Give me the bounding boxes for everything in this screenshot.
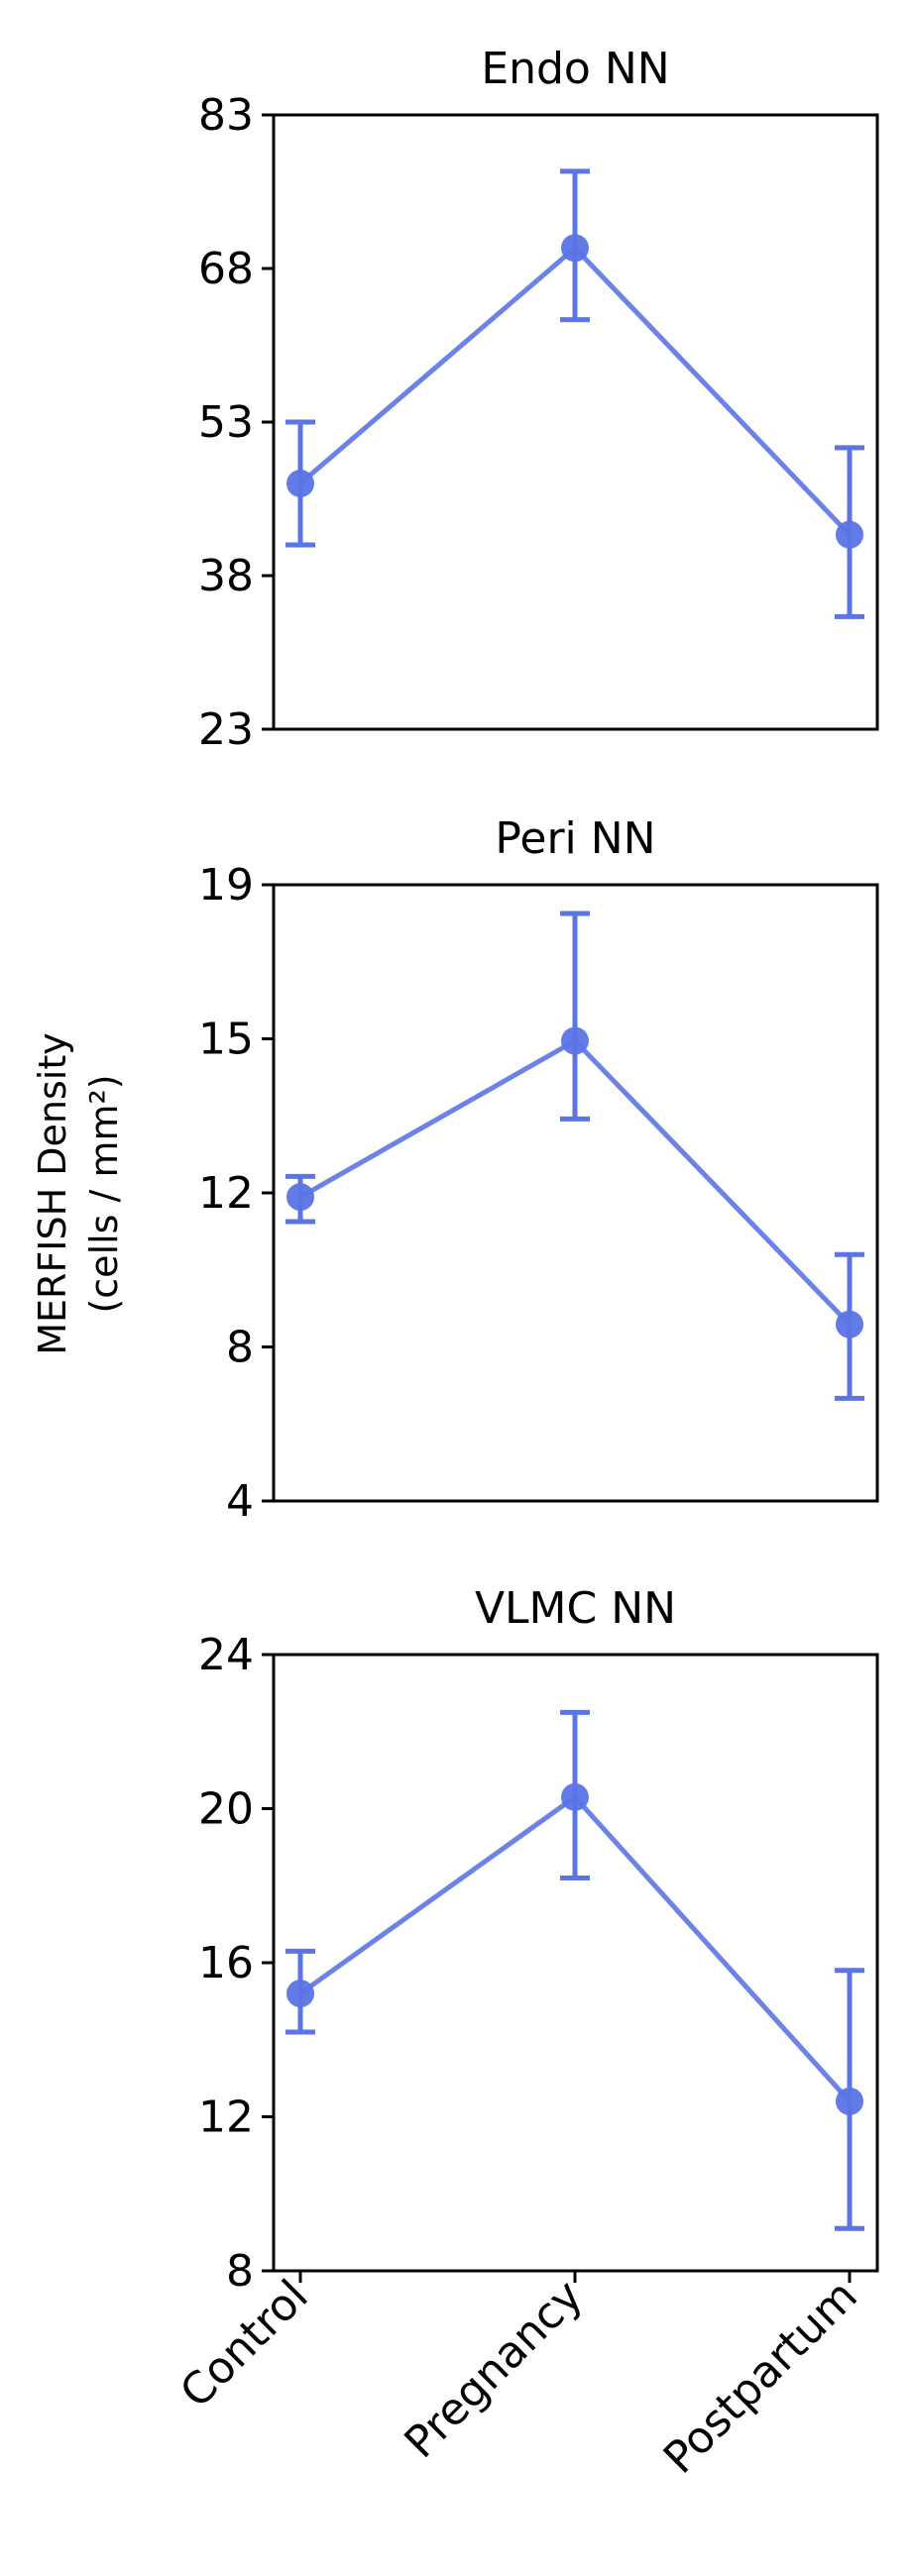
y-tick-label: 8: [226, 2246, 254, 2297]
data-point: [561, 1026, 589, 1055]
panel-3: VLMC NN 8 12 16 20 24: [198, 1583, 879, 2297]
y-tick-label: 19: [198, 860, 254, 911]
y-tick-label: 53: [198, 397, 254, 448]
panel-2: Peri NN 4 8 12 15 19: [198, 813, 879, 1527]
x-tick-label: Postpartum: [654, 2271, 867, 2484]
error-bar: [560, 911, 590, 1122]
y-tick-label: 23: [198, 704, 254, 755]
y-tick-label: 20: [198, 1784, 254, 1835]
data-point: [561, 234, 589, 263]
data-point: [561, 1782, 589, 1811]
y-tick-label: 15: [198, 1015, 254, 1065]
panel-1: Endo NN 23 38 53 68 83: [198, 44, 879, 755]
y-tick-label: 24: [198, 1630, 254, 1680]
data-point: [286, 1980, 314, 2008]
y-tick-label: 8: [226, 1323, 254, 1373]
data-point: [286, 470, 314, 497]
y-tick-label: 16: [198, 1938, 254, 1988]
y-tick-label: 38: [198, 551, 254, 601]
panels: Endo NN 23 38 53 68 83 Peri NN 4 8 12 15 19 VLMC NN 8…: [198, 44, 879, 2297]
panel-title: Endo NN: [481, 44, 669, 94]
x-tick-label: Pregnancy: [395, 2271, 592, 2468]
y-tick-label: 12: [198, 1168, 254, 1219]
data-point: [286, 1183, 314, 1212]
shared-ylabel-line1: MERFISH Density: [31, 1032, 74, 1355]
data-point: [836, 2087, 863, 2115]
data-point: [836, 520, 863, 549]
y-tick-label: 83: [198, 90, 254, 141]
y-tick-label: 68: [198, 244, 254, 294]
panel-title: Peri NN: [495, 813, 655, 864]
y-tick-label: 4: [226, 1476, 254, 1527]
x-tick-labels: Control Pregnancy Postpartum: [171, 2271, 867, 2484]
shared-ylabel-line2: (cells / mm²): [82, 1074, 126, 1313]
panel-title: VLMC NN: [475, 1583, 676, 1634]
y-tick-label: 12: [198, 2093, 254, 2143]
data-point: [836, 1310, 863, 1339]
